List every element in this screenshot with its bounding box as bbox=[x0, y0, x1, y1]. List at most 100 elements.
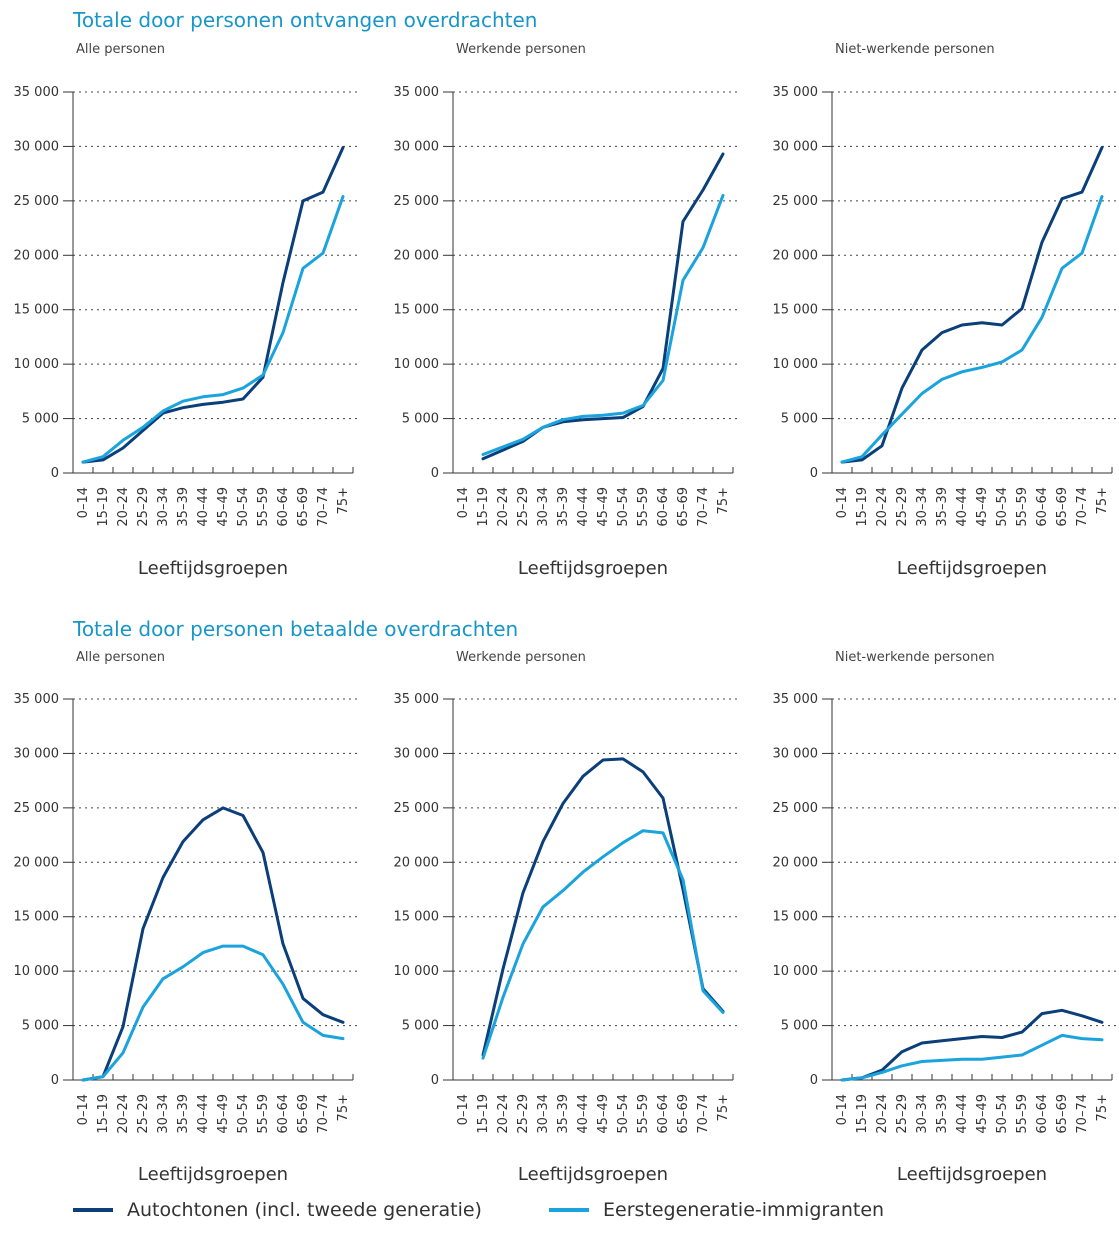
x-tick-label: 35–39 bbox=[556, 1094, 571, 1134]
y-tick-label: 35 000 bbox=[773, 692, 819, 707]
x-tick-label: 70–74 bbox=[1075, 487, 1090, 527]
chart-subtitle: Alle personen bbox=[76, 42, 165, 57]
y-tick-label: 10 000 bbox=[773, 357, 819, 372]
series-line-immigranten bbox=[81, 195, 345, 464]
y-tick-label: 30 000 bbox=[773, 139, 819, 154]
series-line-immigranten bbox=[481, 193, 725, 456]
x-tick-label: 70–74 bbox=[316, 1094, 331, 1134]
y-tick-label: 0 bbox=[431, 466, 439, 481]
y-tick-label: 20 000 bbox=[14, 248, 60, 263]
x-tick-label: 50–54 bbox=[616, 1094, 631, 1134]
x-tick-label: 40–44 bbox=[576, 1094, 591, 1134]
x-tick-label: 0–14 bbox=[456, 1094, 471, 1125]
x-tick-label: 60–64 bbox=[276, 1094, 291, 1134]
y-tick-label: 15 000 bbox=[773, 910, 819, 925]
x-tick-label: 35–39 bbox=[176, 487, 191, 527]
x-tick-label: 20–24 bbox=[875, 1094, 890, 1134]
y-tick-label: 25 000 bbox=[394, 194, 440, 209]
x-axis-label: Leeftijdsgroepen bbox=[518, 1164, 668, 1185]
x-tick-label: 45–49 bbox=[975, 1094, 990, 1134]
x-tick-label: 65–69 bbox=[296, 1094, 311, 1134]
y-tick-label: 20 000 bbox=[773, 248, 819, 263]
x-tick-label: 45–49 bbox=[216, 1094, 231, 1134]
x-tick-label: 20–24 bbox=[116, 487, 131, 527]
x-tick-label: 70–74 bbox=[1075, 1094, 1090, 1134]
series-line-immigranten bbox=[81, 944, 345, 1082]
x-tick-label: 65–69 bbox=[296, 487, 311, 527]
legend-item-autochtonen: Autochtonen (incl. tweede generatie) bbox=[73, 1196, 482, 1224]
legend-swatch-autochtonen bbox=[73, 1208, 113, 1212]
x-tick-label: 20–24 bbox=[496, 487, 511, 527]
x-tick-label: 15–19 bbox=[96, 487, 111, 527]
chart-subtitle: Niet-werkende personen bbox=[835, 650, 995, 665]
x-tick-label: 75+ bbox=[716, 1094, 731, 1121]
series-line-immigranten bbox=[840, 1033, 1104, 1082]
y-tick-label: 15 000 bbox=[773, 303, 819, 318]
section-title-received: Totale door personen ontvangen overdrach… bbox=[73, 8, 538, 32]
x-axis-label: Leeftijdsgroepen bbox=[897, 1164, 1047, 1185]
y-tick-label: 15 000 bbox=[394, 303, 440, 318]
y-tick-label: 25 000 bbox=[773, 194, 819, 209]
series-line-immigranten bbox=[481, 829, 725, 1060]
y-tick-label: 30 000 bbox=[394, 746, 440, 761]
legend-item-immigranten: Eerstegeneratie-immigranten bbox=[549, 1196, 884, 1224]
y-tick-label: 35 000 bbox=[14, 692, 60, 707]
x-tick-label: 75+ bbox=[716, 487, 731, 514]
x-tick-label: 15–19 bbox=[476, 487, 491, 527]
x-tick-label: 25–29 bbox=[136, 1094, 151, 1134]
x-tick-label: 0–14 bbox=[76, 487, 91, 518]
y-tick-label: 10 000 bbox=[394, 357, 440, 372]
x-tick-label: 70–74 bbox=[316, 487, 331, 527]
x-tick-label: 55–59 bbox=[636, 487, 651, 527]
x-tick-label: 25–29 bbox=[895, 487, 910, 527]
legend-label-immigranten: Eerstegeneratie-immigranten bbox=[603, 1199, 885, 1221]
x-tick-label: 65–69 bbox=[676, 1094, 691, 1134]
x-tick-label: 15–19 bbox=[476, 1094, 491, 1134]
x-tick-label: 60–64 bbox=[1035, 487, 1050, 527]
x-tick-label: 50–54 bbox=[995, 487, 1010, 527]
y-tick-label: 0 bbox=[810, 1073, 818, 1088]
y-tick-label: 30 000 bbox=[394, 139, 440, 154]
x-tick-label: 30–34 bbox=[156, 487, 171, 527]
y-tick-label: 20 000 bbox=[394, 855, 440, 870]
y-tick-label: 0 bbox=[431, 1073, 439, 1088]
x-tick-label: 15–19 bbox=[855, 487, 870, 527]
y-tick-label: 20 000 bbox=[773, 855, 819, 870]
series-line-autochtonen bbox=[81, 806, 345, 1082]
x-tick-label: 40–44 bbox=[196, 1094, 211, 1134]
x-axis-label: Leeftijdsgroepen bbox=[518, 558, 668, 579]
y-tick-label: 25 000 bbox=[14, 801, 60, 816]
y-tick-label: 25 000 bbox=[773, 801, 819, 816]
y-tick-label: 5 000 bbox=[402, 1019, 439, 1034]
y-tick-label: 30 000 bbox=[14, 746, 60, 761]
y-tick-label: 0 bbox=[51, 1073, 59, 1088]
y-tick-label: 30 000 bbox=[773, 746, 819, 761]
y-tick-label: 15 000 bbox=[14, 303, 60, 318]
x-tick-label: 30–34 bbox=[156, 1094, 171, 1134]
x-tick-label: 35–39 bbox=[935, 1094, 950, 1134]
x-tick-label: 20–24 bbox=[116, 1094, 131, 1134]
y-tick-label: 5 000 bbox=[22, 1019, 59, 1034]
x-tick-label: 75+ bbox=[1095, 1094, 1110, 1121]
x-tick-label: 20–24 bbox=[875, 487, 890, 527]
x-tick-label: 75+ bbox=[336, 487, 351, 514]
y-tick-label: 5 000 bbox=[781, 1019, 818, 1034]
legend-swatch-immigranten bbox=[549, 1208, 589, 1212]
y-tick-label: 35 000 bbox=[773, 85, 819, 100]
series-line-autochtonen bbox=[840, 146, 1104, 464]
x-tick-label: 35–39 bbox=[935, 487, 950, 527]
x-tick-label: 75+ bbox=[336, 1094, 351, 1121]
x-tick-label: 50–54 bbox=[995, 1094, 1010, 1134]
x-tick-label: 0–14 bbox=[456, 487, 471, 518]
y-tick-label: 15 000 bbox=[14, 910, 60, 925]
x-tick-label: 25–29 bbox=[516, 1094, 531, 1134]
x-tick-label: 40–44 bbox=[576, 487, 591, 527]
x-tick-label: 60–64 bbox=[656, 1094, 671, 1134]
legend-label-autochtonen: Autochtonen (incl. tweede generatie) bbox=[127, 1199, 482, 1221]
x-tick-label: 55–59 bbox=[636, 1094, 651, 1134]
x-tick-label: 55–59 bbox=[1015, 487, 1030, 527]
x-tick-label: 15–19 bbox=[96, 1094, 111, 1134]
x-tick-label: 0–14 bbox=[835, 487, 850, 518]
x-tick-label: 45–49 bbox=[975, 487, 990, 527]
